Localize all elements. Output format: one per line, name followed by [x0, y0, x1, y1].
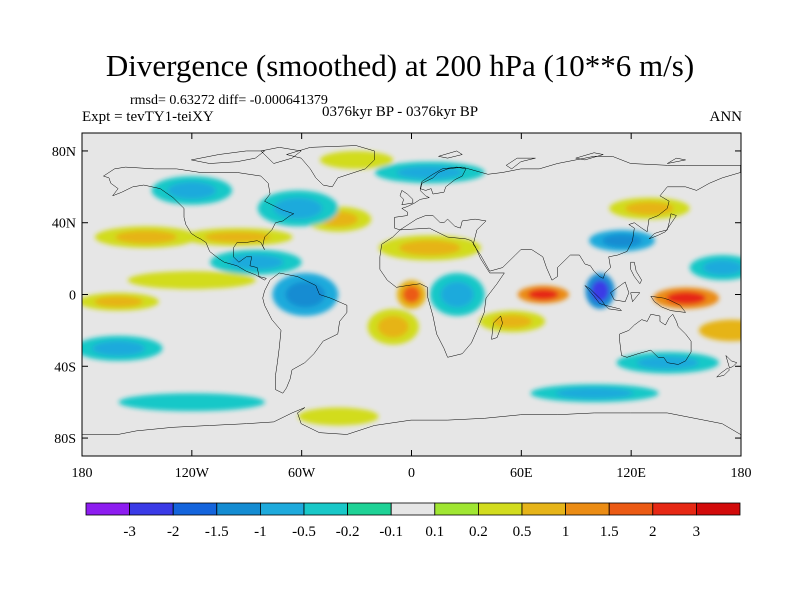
colorbar-swatch: [259, 502, 305, 516]
field-feature-core: [285, 281, 326, 308]
coast-new-zealand: [717, 356, 737, 378]
x-tick-label: 0: [408, 466, 415, 481]
colorbar-label: -1.5: [205, 524, 229, 540]
field-feature-core: [94, 296, 143, 308]
field-feature-core: [228, 254, 284, 270]
field-feature-core: [147, 396, 236, 408]
field-feature-core: [399, 240, 461, 256]
colorbar: -3 -2 -1.5 -1 -0.5 -0.2 -0.1 0.1 0.2 0.5 1 1.5 2 3: [85, 502, 741, 540]
field-feature-core: [440, 281, 474, 308]
colorbar-swatch: [216, 502, 261, 516]
colorbar-swatch: [608, 502, 654, 516]
coast-madagascar: [492, 316, 503, 339]
coast-south-america: [263, 273, 347, 393]
experiment-label: Expt = tevTY1-teiXY: [82, 109, 214, 125]
field-feature-core: [153, 274, 231, 286]
coast-philippines: [631, 262, 642, 284]
colorbar-swatch: [129, 502, 174, 516]
field-feature-core: [702, 260, 741, 276]
colorbar-label: 0.5: [513, 524, 532, 540]
coast-indonesia: [585, 282, 686, 313]
colorbar-swatch: [85, 502, 130, 516]
y-tick-label: 80S: [54, 432, 76, 447]
colorbar-swatch: [347, 502, 392, 516]
colorbar-swatch: [565, 502, 610, 516]
colorbar-label: -0.2: [336, 524, 360, 540]
y-tick-label: 0: [69, 289, 76, 304]
coast-antarctica: [81, 408, 740, 435]
coast-eurasia: [395, 156, 741, 280]
colorbar-label: 1.5: [600, 524, 619, 540]
colorbar-label: 2: [649, 524, 657, 540]
field-feature-core: [396, 166, 463, 179]
field-feature-core: [377, 316, 409, 338]
colorbar-label: -3: [123, 524, 136, 540]
field-feature-core: [625, 201, 674, 215]
colorbar-swatch: [652, 502, 697, 516]
chart-title: Divergence (smoothed) at 200 hPa (10**6 …: [105, 48, 695, 83]
colorbar-swatch: [696, 502, 741, 516]
colorbar-swatch: [477, 502, 523, 516]
colorbar-label: -1: [254, 524, 267, 540]
field-feature-core: [591, 280, 609, 302]
colorbar-swatch: [303, 502, 348, 516]
coast-australia: [620, 314, 691, 364]
x-tick-label: 120W: [175, 466, 210, 481]
coast-africa: [380, 228, 504, 357]
field-feature-core: [602, 234, 642, 248]
field-feature-core: [204, 231, 271, 243]
x-tick-label: 180: [72, 466, 93, 481]
coast-north-america: [103, 167, 293, 280]
field-feature-core: [314, 411, 363, 422]
field-feature-core: [556, 387, 633, 399]
y-axis-ticks: 80N 40N 0 40S 80S: [52, 145, 741, 447]
x-tick-label: 180: [731, 466, 752, 481]
x-tick-label: 60W: [288, 466, 316, 481]
x-tick-label: 60E: [510, 466, 533, 481]
coast-britain: [400, 190, 413, 204]
colorbar-label: 3: [693, 524, 701, 540]
field-feature-core: [492, 314, 532, 328]
colorbar-label: -2: [167, 524, 180, 540]
coast-scandinavia: [420, 167, 466, 194]
colorbar-label: 1: [562, 524, 570, 540]
field-feature-core: [402, 285, 421, 304]
x-axis-ticks: 180 120W 60W 0 60E 120E 180: [72, 133, 752, 481]
field-feature-core: [334, 154, 379, 166]
rmsd-diff-stats: rmsd= 0.63272 diff= -0.000641379: [130, 93, 328, 108]
field-feature-core: [92, 340, 145, 356]
field-feature-core: [273, 197, 323, 220]
field-feature-core: [666, 291, 706, 305]
x-tick-label: 120E: [616, 466, 646, 481]
coast-japan: [649, 214, 676, 239]
field-feature-core: [527, 289, 559, 300]
field-feature-core: [712, 323, 741, 337]
y-tick-label: 40S: [54, 360, 76, 375]
colorbar-swatch: [172, 502, 218, 516]
colorbar-label: 0.2: [469, 524, 488, 540]
colorbar-label: -0.1: [379, 524, 403, 540]
colorbar-label: 0.1: [425, 524, 444, 540]
field-feature-core: [167, 181, 216, 200]
period-label: 0376kyr BP - 0376kyr BP: [322, 104, 479, 120]
coast-arctic-islands: [191, 147, 685, 169]
coastlines: [81, 146, 740, 435]
colorbar-swatch: [390, 502, 436, 516]
y-tick-label: 40N: [52, 217, 76, 232]
field-feature-core: [115, 230, 177, 244]
y-tick-label: 80N: [52, 145, 76, 160]
season-label: ANN: [709, 109, 743, 125]
colorbar-swatch: [434, 502, 479, 516]
colorbar-label: -0.5: [292, 524, 316, 540]
coast-greenland: [287, 146, 375, 187]
divergence-field: [82, 150, 741, 426]
colorbar-swatch: [521, 502, 566, 516]
